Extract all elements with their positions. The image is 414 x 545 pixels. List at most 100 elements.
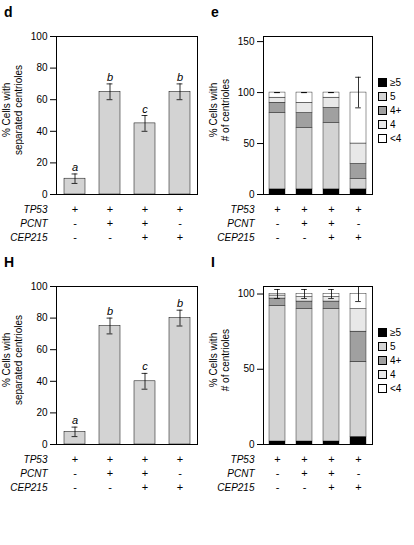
svg-text:0: 0 — [42, 439, 48, 450]
svg-text:+: + — [177, 231, 183, 243]
svg-text:50: 50 — [243, 138, 255, 149]
svg-text:+: + — [177, 203, 183, 215]
svg-text:+: + — [301, 453, 307, 465]
svg-text:+: + — [355, 481, 361, 493]
svg-text:+: + — [142, 481, 148, 493]
svg-text:-: - — [276, 467, 280, 479]
svg-text:b: b — [107, 71, 113, 83]
svg-text:0: 0 — [249, 439, 255, 450]
svg-text:+: + — [328, 467, 334, 479]
svg-text:-: - — [303, 481, 307, 493]
html-text:% Cells with # of centrioles: % Cells with # of centrioles — [208, 78, 231, 142]
svg-text:-: - — [73, 481, 77, 493]
html-text:<4: <4 — [390, 382, 402, 394]
svg-text:+: + — [107, 203, 113, 215]
svg-text:-: - — [108, 231, 112, 243]
svg-text:a: a — [72, 161, 78, 173]
svg-text:-: - — [73, 217, 77, 229]
svg-text:+: + — [328, 217, 334, 229]
svg-text:0: 0 — [42, 189, 48, 200]
svg-text:+: + — [301, 217, 307, 229]
svg-text:-: - — [276, 481, 280, 493]
html-text:% Cells with separated centrio: % Cells with separated centrioles — [1, 65, 24, 155]
svg-text:+: + — [274, 203, 280, 215]
html-text:<4: <4 — [390, 132, 402, 144]
svg-text:CEP215: CEP215 — [10, 482, 48, 493]
svg-text:+: + — [107, 453, 113, 465]
svg-text:-: - — [303, 231, 307, 243]
html-text:% Cells with # of centrioles: % Cells with # of centrioles — [208, 328, 231, 392]
html-text:e: e — [211, 4, 219, 20]
svg-text:+: + — [328, 231, 334, 243]
svg-text:b: b — [107, 305, 113, 317]
svg-text:100: 100 — [31, 281, 48, 292]
svg-text:TP53: TP53 — [24, 454, 48, 465]
svg-text:80: 80 — [36, 312, 48, 323]
svg-text:-: - — [276, 217, 280, 229]
svg-text:+: + — [177, 481, 183, 493]
svg-text:+: + — [142, 217, 148, 229]
svg-text:PCNT: PCNT — [227, 218, 255, 229]
html-text:4+: 4+ — [390, 354, 402, 366]
svg-text:0: 0 — [249, 189, 255, 200]
svg-text:+: + — [72, 453, 78, 465]
svg-text:20: 20 — [36, 407, 48, 418]
svg-text:TP53: TP53 — [231, 454, 255, 465]
svg-text:150: 150 — [238, 36, 255, 47]
svg-text:PCNT: PCNT — [20, 218, 48, 229]
svg-text:-: - — [73, 467, 77, 479]
svg-text:100: 100 — [238, 288, 255, 299]
svg-text:-: - — [178, 217, 182, 229]
svg-text:40: 40 — [36, 126, 48, 137]
html-text:≥5: ≥5 — [390, 76, 402, 88]
html-text:≥5: ≥5 — [390, 326, 402, 338]
svg-text:-: - — [108, 481, 112, 493]
html-text:H: H — [4, 254, 15, 270]
svg-text:CEP215: CEP215 — [217, 482, 255, 493]
html-text:% Cells with separated centrio: % Cells with separated centrioles — [1, 315, 24, 405]
svg-text:+: + — [355, 453, 361, 465]
svg-text:TP53: TP53 — [24, 204, 48, 215]
svg-text:+: + — [177, 453, 183, 465]
svg-text:+: + — [355, 203, 361, 215]
svg-text:CEP215: CEP215 — [217, 232, 255, 243]
svg-text:+: + — [107, 467, 113, 479]
svg-text:50: 50 — [243, 363, 255, 374]
svg-text:+: + — [355, 231, 361, 243]
svg-text:+: + — [301, 467, 307, 479]
svg-text:60: 60 — [36, 94, 48, 105]
svg-text:+: + — [274, 453, 280, 465]
svg-text:-: - — [178, 467, 182, 479]
svg-text:+: + — [142, 231, 148, 243]
svg-text:b: b — [177, 297, 183, 309]
svg-text:20: 20 — [36, 157, 48, 168]
svg-text:TP53: TP53 — [231, 204, 255, 215]
svg-text:c: c — [142, 103, 148, 115]
svg-text:PCNT: PCNT — [227, 468, 255, 479]
svg-text:b: b — [177, 71, 183, 83]
svg-text:+: + — [328, 453, 334, 465]
svg-text:80: 80 — [36, 62, 48, 73]
svg-text:+: + — [301, 203, 307, 215]
svg-text:+: + — [142, 203, 148, 215]
svg-text:100: 100 — [31, 31, 48, 42]
svg-text:+: + — [328, 481, 334, 493]
svg-text:60: 60 — [36, 344, 48, 355]
svg-text:CEP215: CEP215 — [10, 232, 48, 243]
svg-text:+: + — [72, 203, 78, 215]
svg-text:a: a — [72, 414, 78, 426]
svg-text:100: 100 — [238, 87, 255, 98]
svg-text:-: - — [357, 217, 361, 229]
svg-text:-: - — [276, 231, 280, 243]
svg-text:+: + — [328, 203, 334, 215]
svg-text:+: + — [142, 467, 148, 479]
html-text:4+: 4+ — [390, 104, 402, 116]
svg-text:40: 40 — [36, 376, 48, 387]
svg-text:+: + — [142, 453, 148, 465]
svg-text:-: - — [357, 467, 361, 479]
svg-text:+: + — [107, 217, 113, 229]
html-text:d: d — [4, 4, 13, 20]
svg-text:PCNT: PCNT — [20, 468, 48, 479]
svg-text:c: c — [142, 360, 148, 372]
svg-text:-: - — [73, 231, 77, 243]
